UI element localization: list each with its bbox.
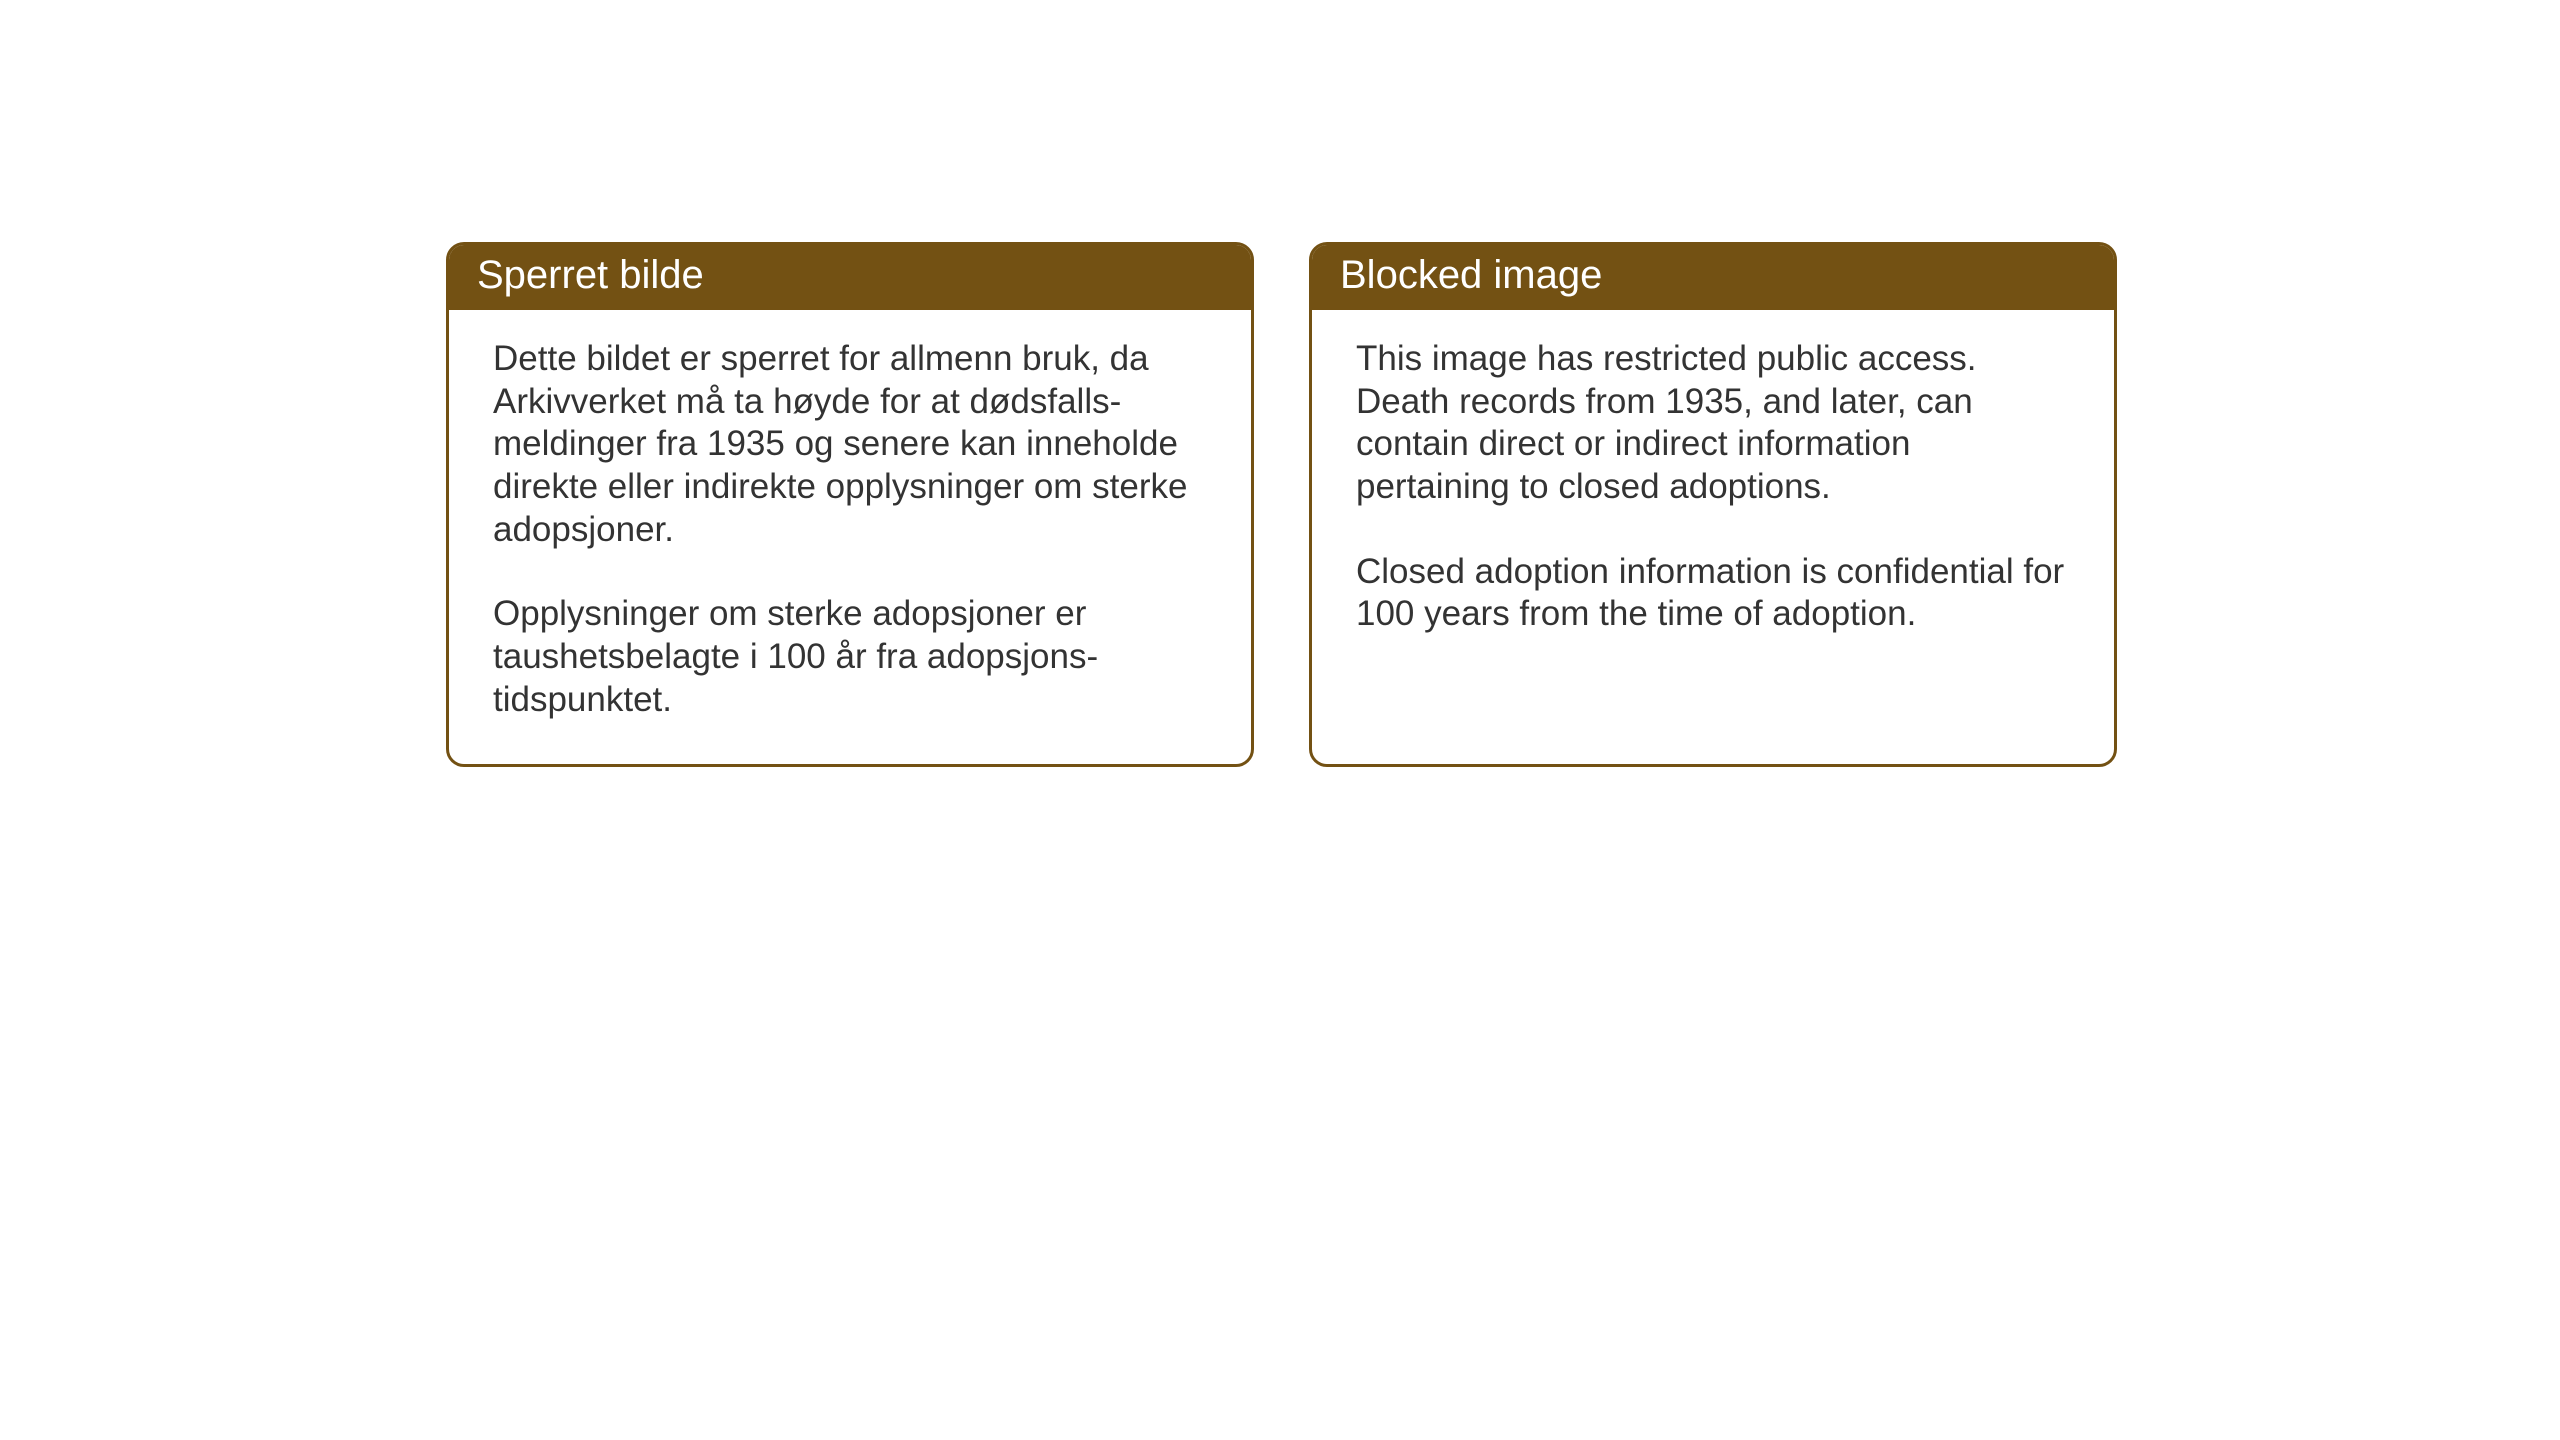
notice-paragraph-1-english: This image has restricted public access.… (1356, 338, 2070, 509)
notice-header-norwegian: Sperret bilde (449, 245, 1251, 310)
notice-body-norwegian: Dette bildet er sperret for allmenn bruk… (449, 310, 1251, 764)
notice-paragraph-1-norwegian: Dette bildet er sperret for allmenn bruk… (493, 338, 1207, 551)
notice-paragraph-2-norwegian: Opplysninger om sterke adopsjoner er tau… (493, 593, 1207, 721)
notice-box-norwegian: Sperret bilde Dette bildet er sperret fo… (446, 242, 1254, 767)
notice-box-english: Blocked image This image has restricted … (1309, 242, 2117, 767)
notice-body-english: This image has restricted public access.… (1312, 310, 2114, 678)
notice-header-english: Blocked image (1312, 245, 2114, 310)
notice-container: Sperret bilde Dette bildet er sperret fo… (446, 242, 2117, 767)
notice-paragraph-2-english: Closed adoption information is confident… (1356, 551, 2070, 636)
